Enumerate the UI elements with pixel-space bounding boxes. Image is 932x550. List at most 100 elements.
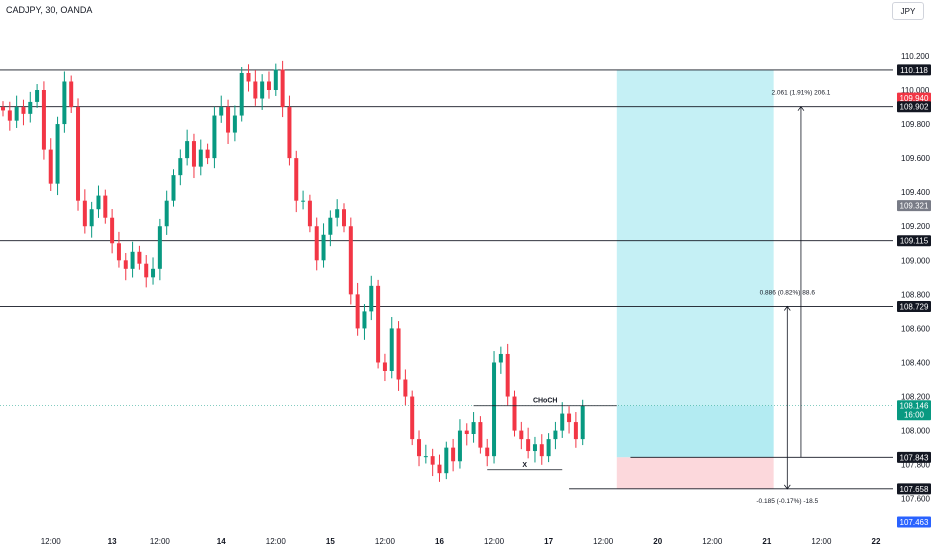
price-tag-sub-6: 16:00 (904, 411, 925, 420)
price-tag-bg-4 (897, 235, 931, 247)
candle-body-30 (205, 149, 210, 159)
x-label-9: 17 (544, 537, 553, 546)
candle-body-56 (382, 362, 387, 371)
x-label-13: 21 (762, 537, 771, 546)
candle-body-32 (219, 107, 224, 116)
candle-body-49 (335, 209, 340, 218)
candle-body-23 (157, 226, 162, 269)
candle-body-85 (580, 405, 585, 440)
measure-label-2: 2.061 (1.91%) 206.1 (771, 90, 830, 97)
x-label-0: 12:00 (41, 537, 62, 546)
candle-body-29 (198, 149, 203, 167)
candle-body-11 (76, 107, 81, 201)
measure-label-4: -0.185 (-0.17%) -18.5 (756, 498, 818, 505)
candle-body-53 (362, 311, 367, 329)
candle-body-44 (301, 200, 306, 202)
candle-body-72 (492, 362, 497, 457)
price-tag-label-7: 107.843 (900, 453, 929, 462)
y-tick-9: 108.400 (901, 358, 930, 367)
candle-body-41 (280, 69, 285, 108)
annotations: CHoCH X 2.061 (1.91%) 206.1 0.886 (0.82%) 8… (473, 90, 831, 505)
price-tag-bg-7 (897, 451, 931, 463)
x-label-6: 12:00 (375, 537, 396, 546)
candle-body-50 (342, 209, 346, 227)
candle-body-18 (123, 260, 128, 269)
candle-body-7 (48, 149, 53, 184)
candle-body-20 (137, 251, 142, 264)
candle-body-6 (41, 90, 46, 150)
price-tag-label-9: 107.463 (900, 518, 929, 527)
candle-body-77 (526, 439, 531, 452)
candle-body-69 (471, 422, 476, 435)
candle-body-74 (505, 353, 510, 397)
x-label-7: 16 (435, 537, 444, 546)
x-label-5: 15 (326, 537, 335, 546)
candle-body-82 (560, 413, 565, 431)
candle-body-46 (314, 226, 319, 261)
candle-body-36 (246, 72, 251, 82)
price-tag-label-1: 109.940 (900, 94, 929, 103)
candle-body-64 (437, 464, 442, 474)
price-tag-bg-3 (897, 200, 931, 212)
price-tag-bg-9 (897, 516, 931, 528)
candle-body-76 (519, 430, 524, 440)
annotation-label-0: CHoCH (533, 398, 558, 405)
price-tag-label-5: 108.729 (900, 302, 929, 311)
candle-body-27 (185, 141, 190, 159)
candle-body-42 (287, 107, 292, 159)
y-tick-3: 109.600 (901, 154, 930, 163)
y-tick-10: 108.200 (901, 393, 930, 402)
candle-body-54 (369, 285, 374, 312)
y-tick-7: 108.800 (901, 290, 930, 299)
position-zones (0, 69, 893, 489)
candle-body-63 (430, 456, 435, 465)
candle-body-39 (266, 81, 271, 90)
candle-body-22 (151, 268, 156, 278)
price-tag-bg-2 (897, 101, 931, 113)
candle-body-65 (444, 447, 449, 474)
x-label-14: 12:00 (811, 537, 832, 546)
candle-body-1 (7, 110, 12, 121)
y-tick-6: 109.000 (901, 256, 930, 265)
candle-body-15 (103, 195, 108, 218)
candle-body-55 (376, 285, 381, 363)
x-label-10: 12:00 (593, 537, 614, 546)
measure-label-3: 0.886 (0.82%) 88.6 (760, 289, 816, 296)
y-tick-13: 107.600 (901, 495, 930, 504)
x-label-12: 12:00 (702, 537, 723, 546)
y-tick-8: 108.600 (901, 324, 930, 333)
candle-body-51 (348, 226, 353, 295)
candle-body-40 (273, 69, 278, 90)
measure-arrow-4 (783, 484, 791, 490)
y-tick-5: 109.200 (901, 222, 930, 231)
candle-body-59 (403, 379, 408, 397)
x-label-2: 12:00 (150, 537, 171, 546)
candle-body-80 (546, 439, 551, 457)
candle-body-66 (451, 447, 456, 462)
candle-body-78 (532, 444, 537, 452)
price-tag-label-6: 108.146 (900, 402, 929, 411)
annotation-label-1: X (522, 462, 527, 469)
candle-body-3 (21, 107, 26, 114)
y-tick-2: 109.800 (901, 120, 930, 129)
candle-body-75 (512, 396, 517, 431)
candle-body-2 (14, 107, 19, 121)
x-label-4: 12:00 (266, 537, 287, 546)
price-tag-label-0: 110.118 (900, 66, 928, 75)
price-axis: 110.200 110.000 109.800 109.600 109.400 109.2… (901, 52, 930, 504)
candle-body-45 (307, 200, 312, 227)
price-tag-bg-8 (897, 483, 931, 495)
candle-body-38 (260, 81, 265, 99)
candle-body-81 (553, 430, 558, 440)
y-tick-0: 110.200 (901, 52, 930, 61)
candle-body-58 (396, 328, 401, 380)
candle-body-24 (164, 200, 169, 227)
price-tag-bg-6 (897, 400, 931, 421)
candle-body-13 (89, 209, 94, 227)
candle-body-71 (485, 447, 490, 457)
currency-button[interactable]: JPY (892, 2, 924, 20)
horizontal-levels (0, 69, 893, 490)
